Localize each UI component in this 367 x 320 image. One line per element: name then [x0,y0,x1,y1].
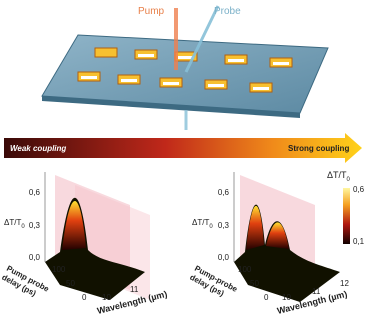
delay-tick: 100 [238,265,252,274]
figure: Pump Probe Weak coupling Strong coupling… [0,0,367,320]
colorbar-tick: 0,6 [353,185,365,194]
z-label: ΔT/T0 [192,218,213,230]
probe-label: Probe [214,6,241,17]
colorbar-label: ΔT/T0 [327,170,351,183]
label-part: 0 [347,177,351,183]
x-tick: 10 [282,293,291,302]
delay-tick: 50 [250,279,259,288]
delay-tick: 0 [82,293,87,302]
z-tick: 0,3 [218,221,230,230]
z-tick: 0,6 [29,188,41,197]
z-tick: 0,3 [29,221,41,230]
label-part: ΔT/T [4,218,21,227]
label-part: ΔT/T [327,170,347,180]
z-label: ΔT/T0 [4,218,25,230]
strong-coupling: Strong coupling [288,144,349,153]
delay-tick: 100 [52,265,66,274]
metasurface-schematic: Pump Probe [42,6,328,130]
x-tick: 11 [130,285,139,294]
delay-tick: 50 [66,279,75,288]
z-tick: 0,0 [218,253,230,262]
x-tick: 10 [102,293,111,302]
colorbar: ΔT/T0 0,6 0,1 [327,170,365,246]
colorbar-tick: 0,1 [353,237,365,246]
z-tick: 0,6 [218,188,230,197]
label-part: 0 [21,224,25,230]
z-tick: 0,0 [29,253,41,262]
surface-plot-2: 0,6 0,3 0,0 ΔT/T0 100 50 0 Pump-probedel… [188,172,349,316]
x-tick: 12 [340,279,349,288]
surface-plot-1: 0,6 0,3 0,0 ΔT/T0 100 50 0 Pump probedel… [0,172,168,316]
label-part: 0 [209,224,213,230]
label-part: ΔT/T [192,218,209,227]
pump-label: Pump [138,6,165,17]
coupling-arrow: Weak coupling Strong coupling [4,133,362,163]
delay-tick: 0 [264,293,269,302]
weak-coupling: Weak coupling [10,144,66,153]
